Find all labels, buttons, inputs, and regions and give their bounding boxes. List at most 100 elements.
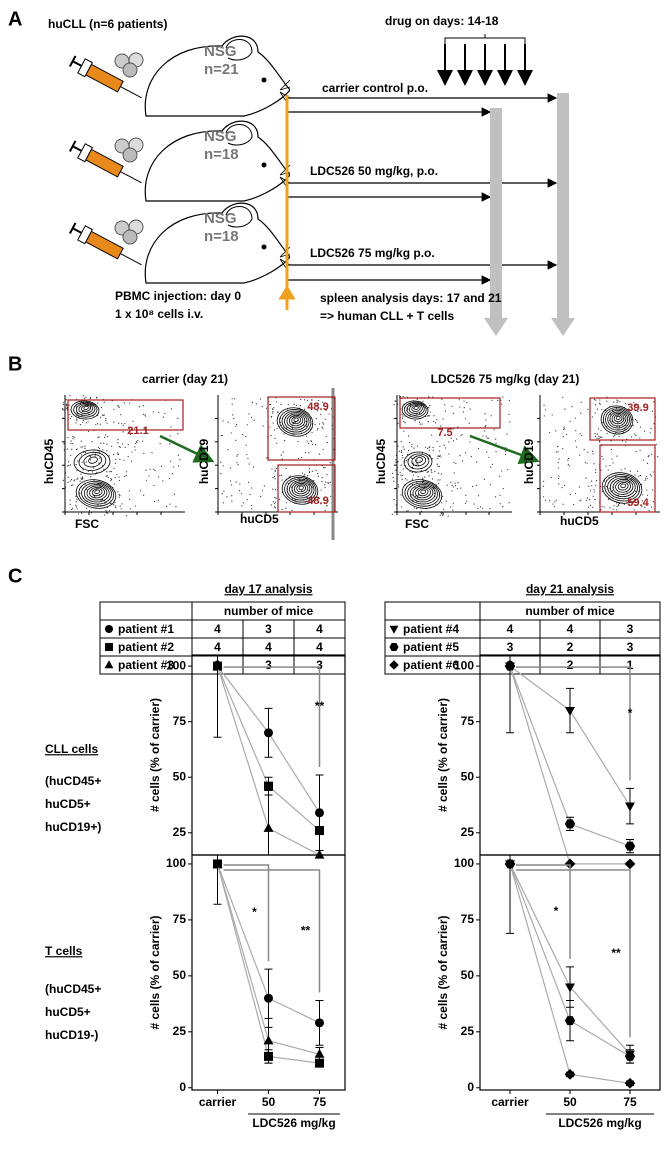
event-dot: [397, 484, 400, 486]
event-dot: [173, 493, 176, 495]
event-dot: [331, 424, 333, 426]
event-dot: [315, 418, 318, 420]
contour: [289, 480, 313, 499]
event-dot: [411, 478, 413, 480]
event-dot: [430, 469, 433, 471]
event-dot: [295, 404, 298, 407]
event-dot: [129, 508, 131, 510]
event-dot: [632, 502, 635, 504]
event-dot: [404, 461, 406, 463]
data-point: [314, 1048, 325, 1058]
table-header: number of mice: [224, 604, 314, 618]
gate: [589, 397, 656, 441]
gate-value: 7.5: [437, 427, 452, 439]
table-header: number of mice: [525, 604, 615, 618]
data-point: [264, 993, 273, 1003]
event-dot: [558, 475, 560, 477]
event-dot: [274, 478, 276, 480]
event-dot: [153, 468, 155, 470]
y-tick-label: 25: [461, 1024, 475, 1038]
event-dot: [289, 475, 291, 477]
table-cell: 4: [265, 640, 272, 654]
event-dot: [603, 506, 605, 508]
event-dot: [418, 421, 421, 423]
contour: [609, 411, 627, 427]
significance: *: [554, 904, 559, 918]
event-dot: [482, 435, 484, 437]
event-dot: [545, 409, 547, 411]
event-dot: [242, 502, 244, 504]
event-dot: [70, 442, 72, 444]
event-dot: [646, 489, 648, 491]
data-point: [315, 1018, 324, 1028]
event-dot: [575, 430, 577, 432]
event-dot: [64, 463, 66, 466]
event-dot: [618, 426, 621, 428]
event-dot: [79, 423, 81, 426]
table-title: day 21 analysis: [526, 582, 614, 596]
event-dot: [398, 450, 401, 452]
y-axis-label: # cells (% of carrier): [148, 915, 162, 1029]
event-dot: [269, 403, 272, 406]
event-dot: [507, 469, 509, 471]
event-dot: [124, 422, 126, 425]
event-dot: [416, 481, 418, 484]
event-dot: [284, 440, 286, 442]
event-dot: [82, 446, 84, 448]
event-dot: [468, 422, 470, 424]
event-dot: [237, 454, 239, 456]
event-dot: [171, 473, 173, 475]
event-dot: [306, 425, 308, 428]
y-tick-label: 75: [173, 912, 187, 926]
event-dot: [106, 512, 108, 514]
table-cell: patient #5: [403, 640, 459, 654]
event-dot: [279, 421, 282, 423]
event-dot: [323, 467, 325, 469]
gate: [599, 444, 656, 513]
event-dot: [269, 426, 271, 428]
flow-axes: [396, 395, 512, 513]
event-dot: [248, 481, 250, 483]
event-dot: [594, 412, 596, 414]
x-tick-label: carrier: [491, 1095, 529, 1109]
event-dot: [308, 406, 310, 408]
y-tick-label: 50: [461, 769, 475, 783]
event-dot: [128, 427, 130, 430]
event-dot: [594, 404, 597, 406]
event-dot: [253, 419, 255, 421]
event-dot: [173, 466, 175, 468]
event-dot: [62, 407, 64, 410]
event-dot: [168, 477, 170, 480]
event-dot: [317, 427, 319, 430]
event-dot: [233, 398, 236, 400]
event-dot: [305, 421, 307, 423]
event-dot: [437, 472, 440, 474]
table-title: day 17 analysis: [224, 582, 312, 596]
event-dot: [117, 453, 119, 456]
event-dot: [114, 505, 116, 507]
event-dot: [326, 505, 328, 507]
event-dot: [80, 446, 82, 448]
event-dot: [490, 415, 492, 417]
event-dot: [229, 480, 232, 482]
event-dot: [652, 501, 654, 503]
event-dot: [442, 515, 444, 517]
event-dot: [651, 453, 653, 455]
event-dot: [72, 436, 74, 438]
event-dot: [486, 451, 488, 453]
event-dot: [476, 461, 478, 463]
event-dot: [599, 436, 601, 438]
event-dot: [97, 437, 99, 439]
event-dot: [397, 403, 399, 405]
x-tick-label: 50: [563, 1095, 577, 1109]
event-dot: [236, 462, 238, 464]
event-dot: [324, 486, 326, 489]
event-dot: [96, 471, 98, 474]
event-dot: [453, 472, 455, 474]
event-dot: [585, 499, 587, 502]
event-dot: [409, 442, 411, 444]
event-dot: [406, 479, 408, 481]
gate-value: 59.4: [627, 497, 649, 509]
event-dot: [400, 494, 402, 496]
event-dot: [491, 463, 494, 465]
